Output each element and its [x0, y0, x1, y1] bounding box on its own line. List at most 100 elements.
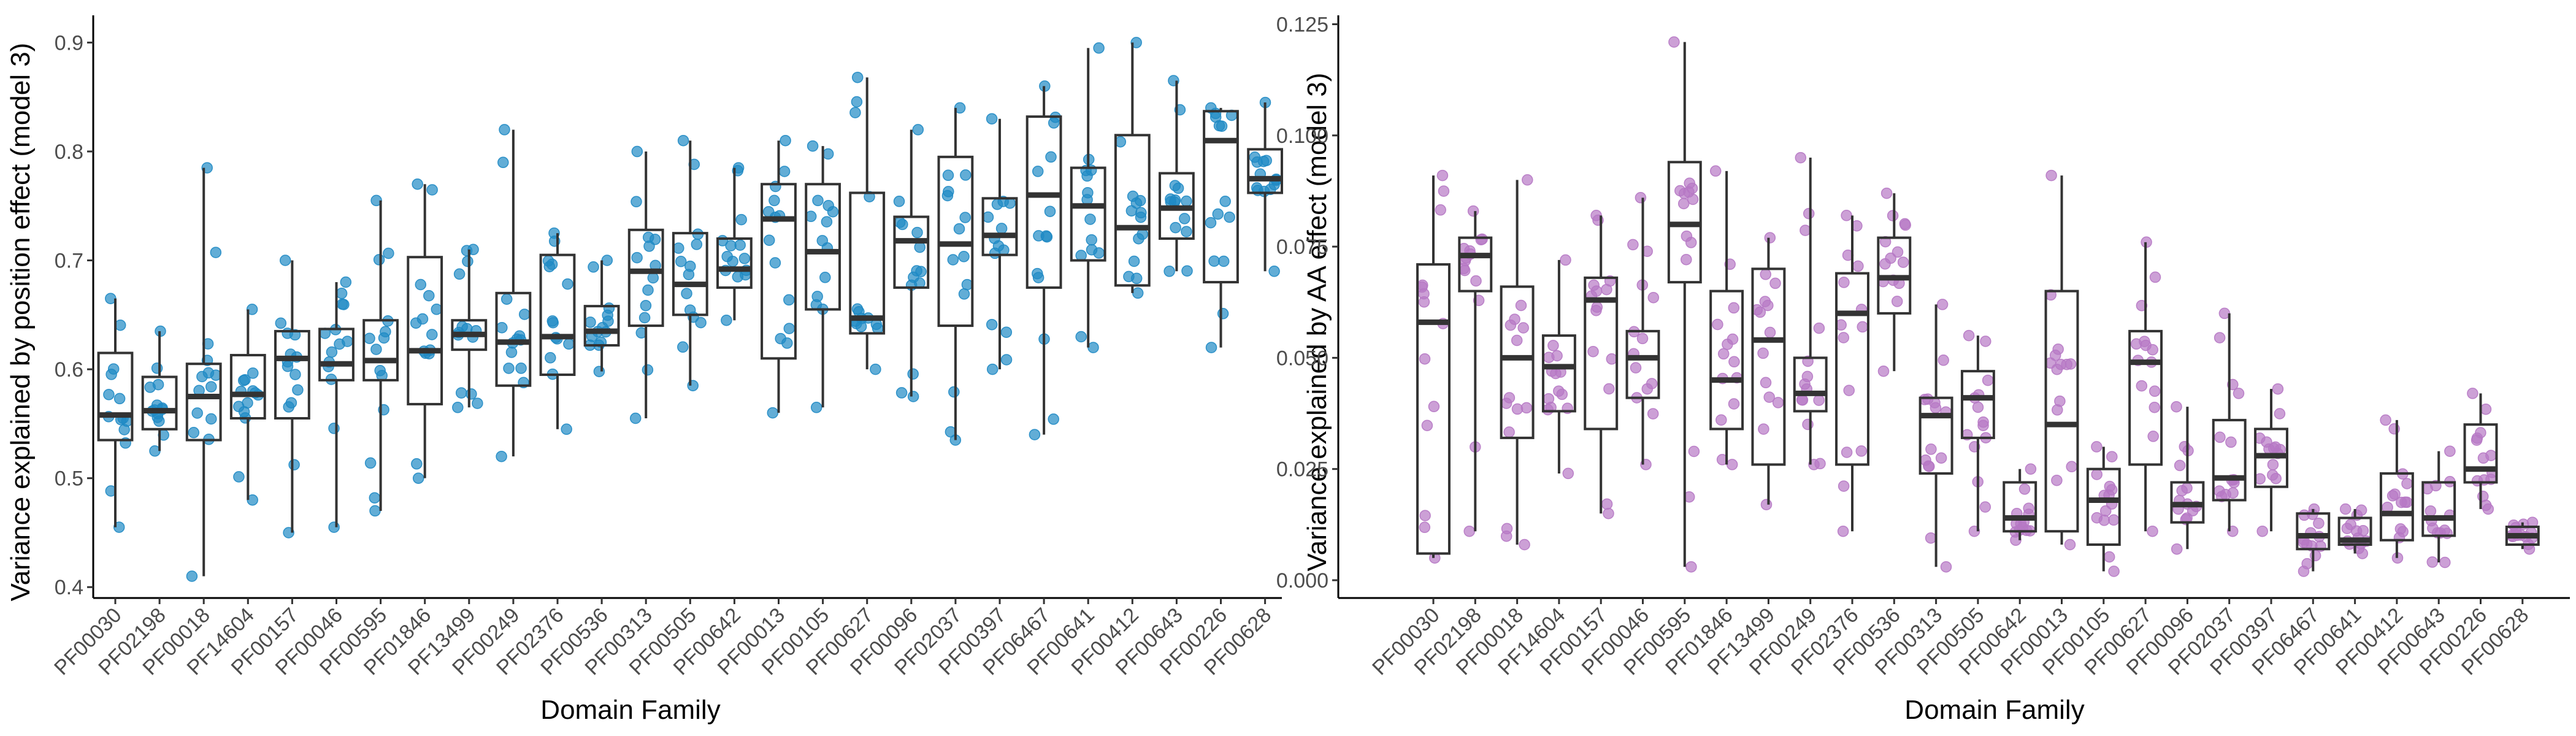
left-data-point [1181, 226, 1192, 237]
right-data-point [1726, 459, 1738, 470]
right-data-point [1979, 501, 1991, 513]
left-data-point [631, 251, 643, 264]
right-data-point [1505, 319, 1517, 331]
left-data-point [152, 378, 164, 391]
right-data-point [2064, 358, 2077, 370]
right-data-point [2261, 436, 2272, 448]
right-data-point [2130, 338, 2142, 350]
right-box [1416, 263, 1451, 555]
right-data-point [1503, 426, 1515, 438]
right-data-point [2147, 525, 2158, 537]
left-data-point [383, 247, 394, 259]
left-data-point [811, 291, 823, 302]
left-data-point [1029, 429, 1041, 440]
left-data-point [914, 241, 926, 253]
left-data-point [378, 332, 390, 344]
left-data-point [1084, 213, 1096, 225]
right-data-point [1764, 326, 1776, 339]
right-data-point [1940, 561, 1952, 573]
left-data-point [410, 317, 422, 329]
right-data-point [1717, 348, 1730, 360]
left-data-point [780, 134, 791, 147]
right-box [2296, 512, 2331, 551]
right-data-point [1838, 277, 1850, 288]
right-data-point [1677, 197, 1690, 210]
left-data-point [205, 413, 217, 425]
right-box [1458, 236, 1493, 293]
right-data-point [1467, 205, 1479, 217]
left-plot-area: 0.40.50.60.70.80.9PF00030PF02198PF00018P… [50, 15, 1283, 680]
right-box [1793, 356, 1828, 413]
left-data-point [562, 278, 573, 290]
left-data-point [239, 374, 251, 386]
right-data-point [1930, 402, 1942, 414]
left-data-point [677, 134, 689, 147]
left-data-point [1249, 151, 1261, 163]
right-data-point [2444, 445, 2456, 457]
right-box [2003, 481, 2037, 533]
right-data-point [1838, 480, 1850, 492]
right-data-point [2386, 490, 2399, 502]
left-box [981, 197, 1018, 256]
left-data-point [822, 148, 834, 160]
right-data-point [2171, 401, 2182, 413]
left-data-point [462, 255, 473, 267]
left-box [229, 354, 266, 420]
right-data-point [1681, 253, 1692, 266]
left-data-point [412, 178, 423, 190]
left-data-point [588, 261, 599, 273]
left-data-point [412, 472, 424, 484]
right-data-point [1843, 385, 1855, 396]
right-data-point [2051, 474, 2063, 486]
right-data-point [1728, 302, 1740, 314]
right-data-point [1891, 296, 1903, 307]
left-data-point [472, 397, 483, 409]
right-data-point [2233, 388, 2245, 399]
right-data-point [2225, 436, 2237, 448]
right-data-point [2091, 469, 2103, 480]
left-data-point [602, 309, 613, 321]
right-data-point [1977, 416, 1989, 428]
left-data-point [851, 71, 864, 83]
left-data-point [1082, 186, 1094, 199]
right-data-point [2394, 523, 2407, 535]
right-data-point [2350, 525, 2363, 537]
left-data-point [455, 387, 467, 399]
right-data-point [2051, 363, 2063, 375]
left-data-point [205, 381, 217, 393]
right-box [1541, 334, 1576, 413]
right-data-point [1795, 151, 1807, 164]
left-data-point [911, 226, 923, 239]
left-data-point [849, 107, 861, 118]
left-data-point [601, 255, 613, 266]
right-data-point [2396, 496, 2407, 508]
right-data-point [1674, 185, 1686, 197]
left-data-point [1209, 111, 1222, 123]
right-data-point [1685, 237, 1697, 248]
left-data-point [819, 272, 831, 283]
right-data-point [1627, 239, 1639, 251]
right-data-point [1880, 187, 1893, 199]
right-box [1960, 370, 1995, 439]
left-data-point [681, 288, 692, 299]
left-data-point [247, 367, 259, 379]
left-data-point [186, 570, 198, 582]
right-data-point [1517, 322, 1529, 334]
left-data-point [907, 391, 919, 402]
right-data-point [1760, 377, 1772, 389]
left-box [672, 232, 708, 316]
left-data-point [1075, 250, 1087, 261]
right-data-point [2480, 403, 2492, 415]
right-data-point [2091, 441, 2103, 453]
right-data-point [1463, 525, 1475, 537]
left-data-point [642, 364, 654, 376]
left-data-point [1216, 120, 1228, 132]
left-box [805, 183, 841, 311]
left-data-point [426, 329, 438, 340]
right-data-point [1560, 254, 1571, 266]
left-data-point [1086, 234, 1097, 246]
left-data-point [1181, 195, 1192, 207]
right-data-point [1920, 454, 1931, 466]
right-data-point [1841, 447, 1853, 458]
